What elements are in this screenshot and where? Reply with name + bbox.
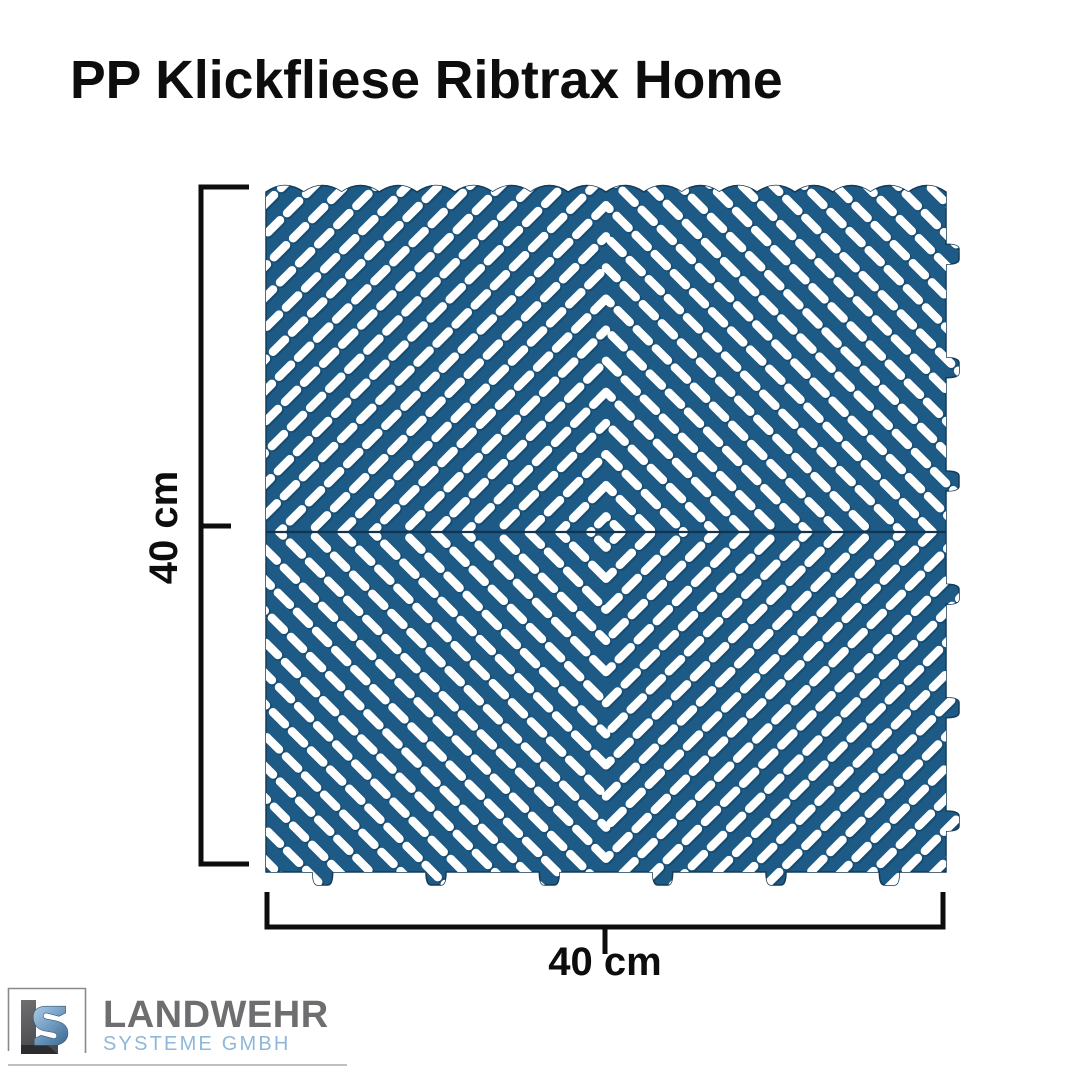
svg-text:LANDWEHR: LANDWEHR — [103, 994, 329, 1036]
svg-text:SYSTEME GMBH: SYSTEME GMBH — [103, 1033, 291, 1055]
